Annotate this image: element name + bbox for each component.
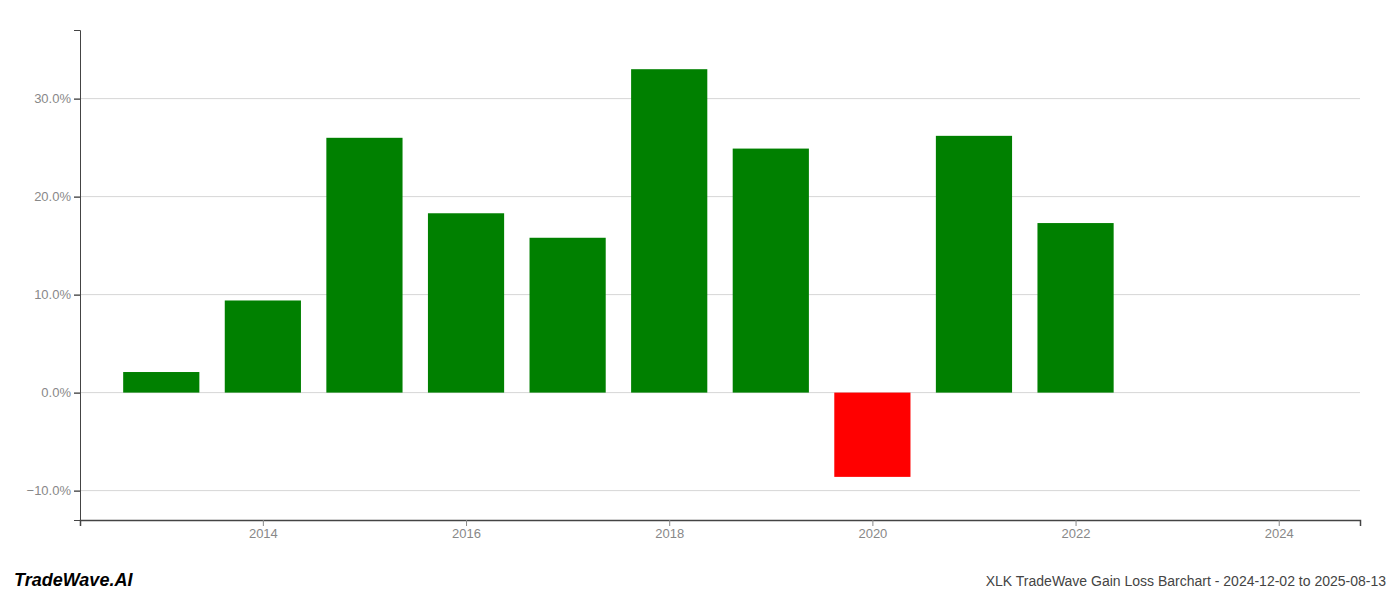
- x-tick-mark: [263, 520, 264, 526]
- x-tick-label: 2022: [1062, 526, 1091, 541]
- y-tick-label: 20.0%: [34, 189, 71, 204]
- bars: [123, 69, 1113, 477]
- bar: [733, 149, 809, 393]
- y-tick: 20.0%: [34, 189, 80, 204]
- x-axis-line: [81, 521, 1361, 527]
- y-tick-label: 30.0%: [34, 91, 71, 106]
- x-tick: 2024: [1265, 520, 1294, 541]
- bar: [225, 300, 301, 392]
- x-tick-mark: [872, 520, 873, 526]
- x-tick-mark: [466, 520, 467, 526]
- y-axis-line: [74, 31, 81, 521]
- bar: [428, 213, 504, 392]
- bar: [936, 136, 1012, 393]
- x-tick: 2020: [858, 520, 887, 541]
- bar: [530, 238, 606, 393]
- bar: [631, 69, 707, 392]
- x-tick: 2016: [452, 520, 481, 541]
- bar: [1139, 392, 1215, 393]
- grid-line: [80, 98, 1360, 99]
- x-tick-label: 2016: [452, 526, 481, 541]
- bar: [1037, 223, 1113, 393]
- y-tick: −10.0%: [27, 483, 80, 498]
- x-axis: 2014 2016 2018 2020 2022 2024: [81, 520, 1361, 541]
- y-tick-label: −10.0%: [27, 483, 72, 498]
- x-tick-label: 2018: [655, 526, 684, 541]
- x-tick-label: 2020: [858, 526, 887, 541]
- y-tick-label: 10.0%: [34, 287, 71, 302]
- y-tick-mark: [74, 393, 80, 394]
- x-tick: 2018: [655, 520, 684, 541]
- x-tick: 2022: [1062, 520, 1091, 541]
- x-tick-label: 2014: [249, 526, 278, 541]
- y-tick: 0.0%: [41, 385, 80, 400]
- grid-line: [80, 490, 1360, 491]
- grid: [80, 99, 1360, 491]
- x-tick-label: 2024: [1265, 526, 1294, 541]
- grid-line: [80, 294, 1360, 295]
- y-tick-mark: [74, 99, 80, 100]
- chart-container: −10.0% 0.0% 10.0% 20.0% 30.0% 2014 2016 2018 202…: [0, 0, 1400, 600]
- chart-svg: −10.0% 0.0% 10.0% 20.0% 30.0% 2014 2016 2018 202…: [0, 0, 1400, 600]
- x-tick-mark: [1279, 520, 1280, 526]
- title: XLK TradeWave Gain Loss Barchart - 2024-…: [986, 573, 1386, 589]
- y-tick-mark: [74, 197, 80, 198]
- grid-line: [80, 196, 1360, 197]
- x-tick: 2014: [249, 520, 278, 541]
- y-tick-mark: [74, 491, 80, 492]
- y-tick-mark: [74, 295, 80, 296]
- y-axis: −10.0% 0.0% 10.0% 20.0% 30.0%: [27, 31, 81, 521]
- bar: [123, 372, 199, 393]
- bar: [326, 138, 402, 393]
- x-tick-mark: [669, 520, 670, 526]
- x-tick-mark: [1076, 520, 1077, 526]
- bar: [834, 393, 910, 477]
- y-tick: 10.0%: [34, 287, 80, 302]
- y-tick-label: 0.0%: [41, 385, 71, 400]
- watermark: TradeWave.AI: [14, 570, 133, 590]
- y-tick: 30.0%: [34, 91, 80, 106]
